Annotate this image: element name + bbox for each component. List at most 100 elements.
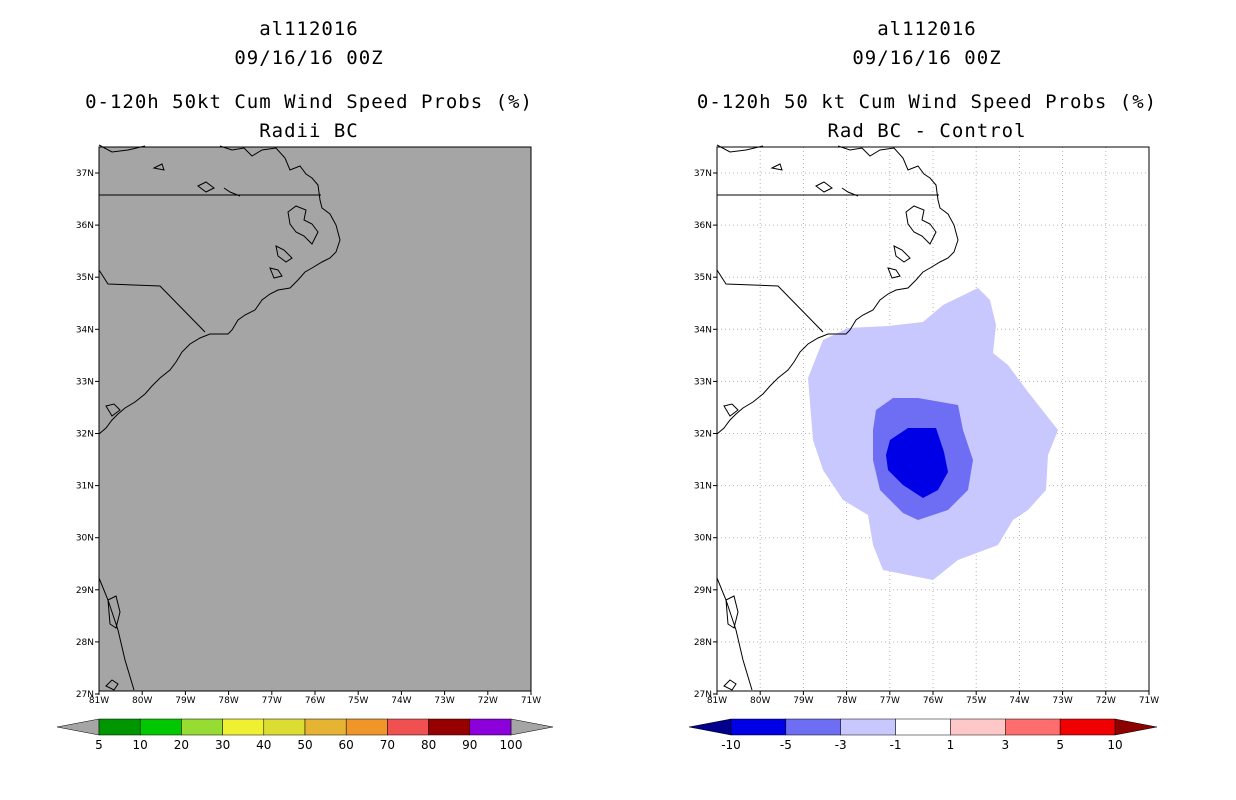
right-state-borders	[716, 194, 939, 691]
left-colorbar-label: 80	[421, 738, 436, 752]
right-coastline	[716, 144, 959, 691]
left-subtitle: Radii BC	[259, 120, 359, 142]
left-lat-label: 29N	[76, 586, 94, 596]
right-storm-id: al112016	[877, 18, 977, 40]
left-datetime: 09/16/16 00Z	[234, 47, 384, 69]
right-lat-label: 31N	[694, 482, 712, 492]
left-colorbar-over-arrow	[510, 718, 554, 736]
left-lat-label: 34N	[76, 325, 94, 335]
right-lon-label: 73W	[1052, 696, 1072, 706]
right-colorbar-under-arrow	[688, 718, 732, 736]
left-panel: al112016 09/16/16 00Z 0-120h 50kt Cum Wi…	[56, 18, 554, 752]
right-lat-label: 30N	[694, 534, 712, 544]
left-colorbar-swatch	[139, 718, 182, 736]
right-colorbar-label: 1	[947, 738, 955, 752]
left-state-borders	[98, 194, 321, 691]
left-lon-label: 78W	[218, 696, 238, 706]
right-lon-label: 72W	[1096, 696, 1116, 706]
left-coastline-path	[98, 144, 341, 435]
left-storm-id: al112016	[259, 18, 359, 40]
right-lon-label: 78W	[836, 696, 856, 706]
left-lon-label: 71W	[521, 696, 541, 706]
right-colorbar-swatch	[785, 718, 841, 736]
right-coast-details	[723, 163, 937, 417]
right-contours	[808, 288, 1058, 580]
right-lat-label: 34N	[694, 325, 712, 335]
left-colorbar-label: 100	[500, 738, 523, 752]
right-colorbar-label: -3	[835, 738, 847, 752]
right-colorbar-label: 5	[1056, 738, 1064, 752]
right-colorbar-swatch	[840, 718, 896, 736]
right-colorbar-label: 10	[1107, 738, 1122, 752]
left-colorbar-swatch	[428, 718, 471, 736]
right-lon-label: 80W	[750, 696, 770, 706]
right-contour-minus10	[886, 428, 948, 498]
left-lon-label: 73W	[434, 696, 454, 706]
left-lat-label: 36N	[76, 221, 94, 231]
left-lon-label: 79W	[175, 696, 195, 706]
right-lon-label: 79W	[793, 696, 813, 706]
left-colorbar-label: 10	[133, 738, 148, 752]
left-lat-label: 35N	[76, 273, 94, 283]
right-colorbar-swatch	[1005, 718, 1061, 736]
right-lat-label: 28N	[694, 638, 712, 648]
right-colorbar-swatch	[1059, 718, 1116, 736]
left-colorbar-swatch	[222, 718, 265, 736]
left-colorbar-under-arrow	[56, 718, 100, 736]
right-colorbar-label: -5	[780, 738, 792, 752]
left-lon-label: 75W	[348, 696, 368, 706]
left-lat-label: 27N	[76, 690, 94, 700]
right-colorbar-swatch	[950, 718, 1006, 736]
right-lat-label: 32N	[694, 430, 712, 440]
right-lon-label: 74W	[1009, 696, 1029, 706]
left-lon-label: 72W	[478, 696, 498, 706]
right-coastline-path	[716, 144, 959, 435]
right-subtitle: Rad BC - Control	[827, 120, 1027, 142]
left-colorbar-swatch	[304, 718, 347, 736]
left-lat-label: 32N	[76, 430, 94, 440]
right-colorbar-label: 3	[1001, 738, 1009, 752]
left-lat-label: 33N	[76, 377, 94, 387]
left-lon-label: 80W	[132, 696, 152, 706]
right-lon-label: 76W	[923, 696, 943, 706]
left-colorbar-label: 5	[95, 738, 103, 752]
left-colorbar-swatch	[469, 718, 512, 736]
left-lon-label: 77W	[262, 696, 282, 706]
left-lon-label: 74W	[391, 696, 411, 706]
right-lat-label: 29N	[694, 586, 712, 596]
right-lon-label: 77W	[880, 696, 900, 706]
right-lon-label: 81W	[707, 696, 727, 706]
left-colorbar-label: 70	[380, 738, 395, 752]
left-lat-label: 31N	[76, 482, 94, 492]
left-title: 0-120h 50kt Cum Wind Speed Probs (%)	[85, 91, 533, 113]
right-colorbar-over-arrow	[1114, 718, 1158, 736]
left-colorbar-label: 30	[215, 738, 230, 752]
right-title: 0-120h 50 kt Cum Wind Speed Probs (%)	[696, 91, 1158, 113]
left-colorbar-label: 20	[174, 738, 189, 752]
left-lon-label: 81W	[89, 696, 109, 706]
left-colorbar-label: 90	[462, 738, 477, 752]
right-datetime: 09/16/16 00Z	[852, 47, 1002, 69]
right-lat-label: 27N	[694, 690, 712, 700]
left-coast-details	[105, 163, 319, 417]
left-lat-label: 30N	[76, 534, 94, 544]
left-colorbar-label: 50	[297, 738, 312, 752]
left-colorbar-swatch	[387, 718, 429, 736]
right-lat-label: 36N	[694, 221, 712, 231]
left-colorbar-label: 60	[339, 738, 354, 752]
left-colorbar-label: 40	[256, 738, 271, 752]
left-colorbar: 5 10 20 30 40 50 60 70 80 90 100	[56, 718, 554, 752]
right-lon-label: 75W	[966, 696, 986, 706]
right-lat-label: 35N	[694, 273, 712, 283]
left-colorbar-swatch	[181, 718, 223, 736]
left-colorbar-swatch	[263, 718, 306, 736]
left-colorbar-swatch	[345, 718, 388, 736]
left-lat-label: 28N	[76, 638, 94, 648]
left-lat-label: 37N	[76, 169, 94, 179]
right-lon-label: 71W	[1139, 696, 1159, 706]
right-panel: al112016 09/16/16 00Z 0-120h 50 kt Cum W…	[618, 0, 1236, 800]
